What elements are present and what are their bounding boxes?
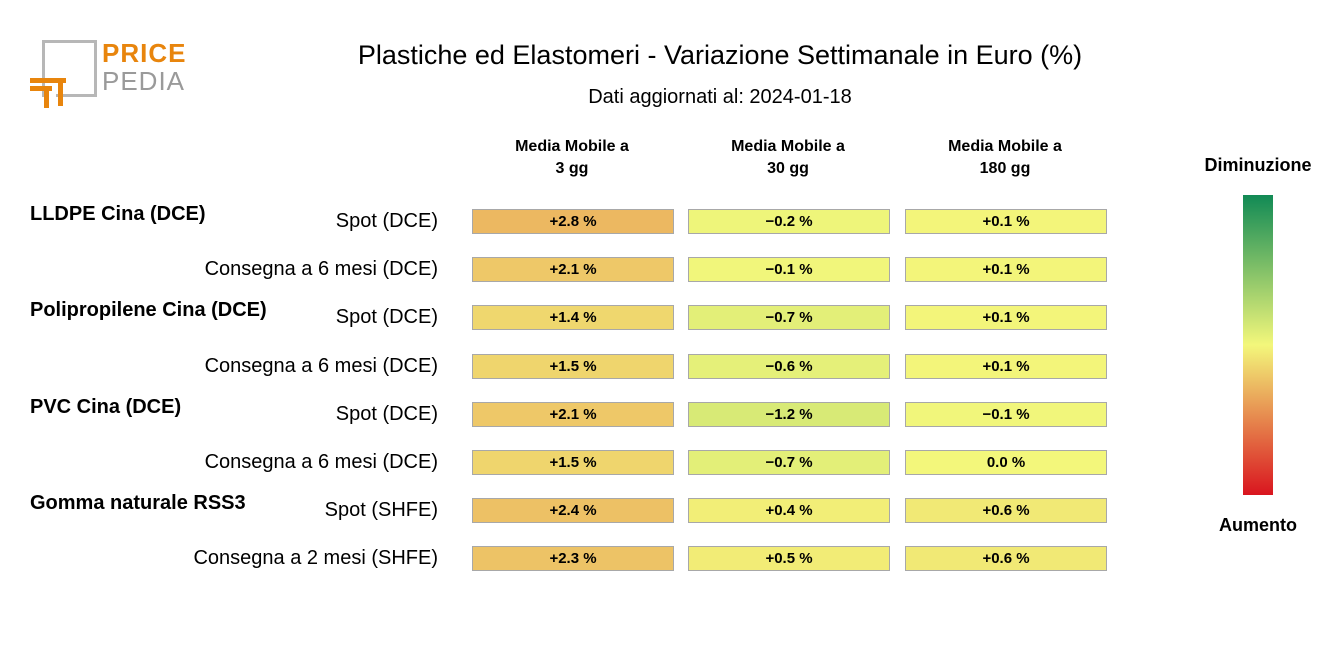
- logo-text-price: PRICE: [102, 38, 187, 68]
- heatmap-cell: −0.7 %: [688, 450, 890, 475]
- logo-text-pedia: PEDIA: [102, 66, 186, 96]
- row-label: Consegna a 2 mesi (SHFE): [193, 547, 438, 570]
- heatmap-cell: +0.1 %: [905, 209, 1107, 234]
- heatmap-cell: +1.5 %: [472, 353, 674, 379]
- row-label: Consegna a 6 mesi (DCE): [204, 354, 438, 377]
- chart-subtitle: Dati aggiornati al: 2024-01-18: [588, 86, 852, 108]
- group-label: Gomma naturale RSS3: [30, 492, 246, 515]
- legend-label-top: Diminuzione: [1204, 155, 1312, 175]
- heatmap-cell: +0.6 %: [905, 498, 1107, 524]
- heatmap-cell: −0.7 %: [688, 305, 890, 331]
- row-label: Spot (DCE): [335, 402, 438, 425]
- row-label: Spot (DCE): [335, 306, 438, 329]
- heatmap-cell: +1.4 %: [472, 305, 674, 331]
- legend-color-scale: [1243, 195, 1273, 495]
- column-header-line2: 180 gg: [979, 160, 1031, 177]
- column-header-line2: 30 gg: [767, 160, 809, 177]
- pricepedia-logo: PRICE PEDIA: [30, 38, 190, 110]
- heatmap-cell: +0.1 %: [905, 257, 1107, 283]
- column-header: Media Mobile a 180 gg: [904, 136, 1106, 180]
- row-label: Consegna a 6 mesi (DCE): [204, 258, 438, 281]
- heatmap-cell: +2.8 %: [472, 209, 674, 234]
- row-label: Spot (SHFE): [324, 499, 438, 522]
- heatmap-cell: +0.1 %: [905, 353, 1107, 379]
- heatmap-cell: +0.1 %: [905, 305, 1107, 331]
- column-header-line1: Media Mobile a: [731, 138, 845, 155]
- heatmap-cell: +0.6 %: [905, 546, 1107, 572]
- heatmap-cell: +2.1 %: [472, 257, 674, 283]
- heatmap-cell: 0.0 %: [905, 450, 1107, 475]
- heatmap-cell: +2.4 %: [472, 498, 674, 524]
- heatmap-cell: +0.5 %: [688, 546, 890, 572]
- heatmap-cell: −0.2 %: [688, 209, 890, 234]
- heatmap-cell: +0.4 %: [688, 498, 890, 524]
- group-label: Polipropilene Cina (DCE): [30, 299, 267, 322]
- heatmap-cell: −1.2 %: [688, 401, 890, 427]
- chart-title: Plastiche ed Elastomeri - Variazione Set…: [357, 40, 1083, 70]
- heatmap-cell: −0.6 %: [688, 353, 890, 379]
- column-header-line1: Media Mobile a: [515, 138, 629, 155]
- heatmap-cell: −0.1 %: [688, 257, 890, 283]
- column-header: Media Mobile a 3 gg: [471, 136, 673, 180]
- column-header-line1: Media Mobile a: [948, 138, 1062, 155]
- heatmap-cell: −0.1 %: [905, 401, 1107, 427]
- heatmap-cell: +2.3 %: [472, 546, 674, 572]
- heatmap-cell: +1.5 %: [472, 450, 674, 475]
- heatmap-cell: +2.1 %: [472, 401, 674, 427]
- group-label: LLDPE Cina (DCE): [30, 203, 206, 225]
- group-label: PVC Cina (DCE): [30, 395, 182, 418]
- legend-label-bottom: Aumento: [1219, 515, 1297, 535]
- column-header-line2: 3 gg: [555, 160, 589, 177]
- column-header: Media Mobile a 30 gg: [687, 136, 889, 180]
- row-label: Spot (DCE): [335, 210, 438, 232]
- row-label: Consegna a 6 mesi (DCE): [204, 451, 438, 473]
